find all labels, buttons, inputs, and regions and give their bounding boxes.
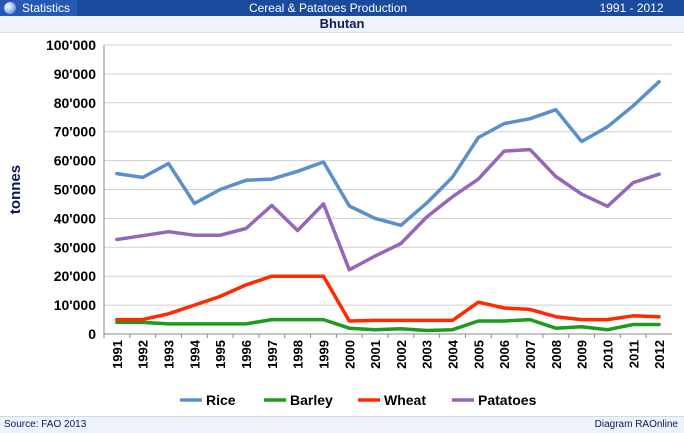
header-bar: Statistics Cereal & Patatoes Production …: [0, 0, 684, 16]
y-tick-label: 40'000: [54, 210, 96, 226]
footer-bar: Source: FAO 2013 Diagram RAOnline: [0, 416, 684, 433]
y-tick-label: 90'000: [54, 66, 96, 82]
x-tick-label: 2008: [549, 340, 564, 369]
x-tick-label: 2001: [368, 340, 383, 369]
y-tick-label: 70'000: [54, 124, 96, 140]
credit-note: Diagram RAOnline: [594, 419, 678, 430]
y-tick-label: 0: [88, 326, 96, 342]
x-tick-label: 2005: [471, 340, 486, 369]
x-tick-label: 1993: [162, 340, 177, 369]
x-tick-label: 1995: [213, 340, 228, 369]
statistics-tab: Statistics: [0, 0, 77, 16]
series-line-patatoes: [115, 147, 661, 272]
x-tick-label: 1992: [136, 340, 151, 369]
x-tick-label: 1994: [187, 339, 202, 369]
x-tick-label: 2000: [342, 340, 357, 369]
x-tick-label: 2009: [575, 340, 590, 369]
x-tick-label: 1998: [291, 340, 306, 369]
x-tick-label: 2003: [420, 340, 435, 369]
x-tick-label: 2011: [626, 340, 641, 368]
y-tick-label: 30'000: [54, 239, 96, 255]
series-line-rice: [115, 79, 661, 228]
x-tick-label: 2002: [394, 340, 409, 369]
x-tick-label: 1999: [316, 340, 331, 369]
x-tick-label: 2010: [600, 340, 615, 369]
series-line-wheat: [115, 274, 661, 323]
country-subtitle: Bhutan: [0, 16, 684, 33]
x-tick-label: 2004: [446, 339, 461, 369]
y-axis-label: tonnes: [7, 165, 24, 214]
y-tick-label: 80'000: [54, 95, 96, 111]
x-tick-label: 1996: [239, 340, 254, 369]
x-tick-label: 2006: [497, 340, 512, 369]
y-tick-label: 10'000: [54, 297, 96, 313]
x-tick-label: 1997: [265, 340, 280, 369]
y-tick-label: 50'000: [54, 182, 96, 198]
legend-label-patatoes: Patatoes: [478, 392, 537, 408]
chart-title: Cereal & Patatoes Production: [78, 0, 578, 16]
legend-label-barley: Barley: [290, 392, 333, 408]
y-tick-label: 20'000: [54, 268, 96, 284]
line-chart: 0 10'000 20'000 30'000 40'000 50'000 60'000 70'…: [7, 37, 672, 408]
source-note: Source: FAO 2013: [4, 419, 87, 430]
x-tick-label: 2012: [652, 340, 667, 369]
y-tick-label: 60'000: [54, 153, 96, 169]
globe-icon: [4, 2, 16, 14]
y-tick-label: 100'000: [46, 37, 96, 53]
series-line-barley: [115, 317, 661, 333]
x-tick-label: 1991: [110, 340, 125, 369]
x-tick-label: 2007: [523, 340, 538, 369]
legend-label-rice: Rice: [206, 392, 236, 408]
year-range: 1991 - 2012: [579, 0, 684, 16]
legend-label-wheat: Wheat: [384, 392, 426, 408]
statistics-label: Statistics: [22, 1, 71, 15]
